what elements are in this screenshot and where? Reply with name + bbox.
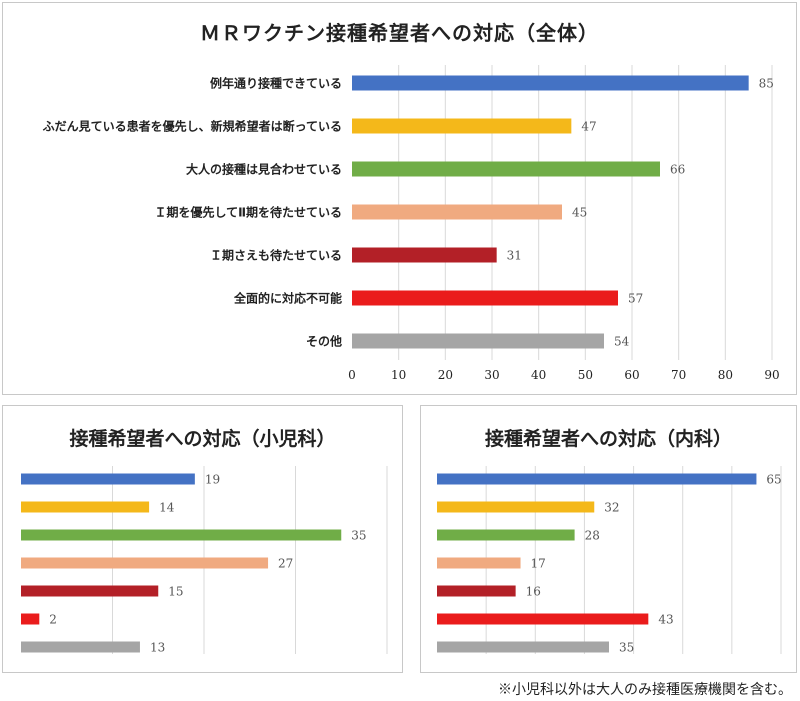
bar [21, 473, 195, 485]
category-label: 大人の接種は見合わせている [186, 162, 342, 177]
data-label: 57 [628, 292, 643, 306]
bar [437, 641, 609, 653]
bar [21, 613, 40, 625]
x-tick-label: 80 [718, 368, 733, 382]
bar [352, 333, 604, 349]
internal-medicine-chart-title: 接種希望者への対応（内科） [484, 428, 732, 450]
bar [21, 641, 140, 653]
bar [352, 204, 562, 220]
bar [352, 247, 497, 263]
x-tick-label: 10 [391, 368, 406, 382]
x-tick-label: 20 [438, 368, 453, 382]
data-label: 13 [150, 641, 165, 655]
internal-medicine-chart-panel: 接種希望者への対応（内科） 65 32 28 17 16 43 35 [420, 405, 797, 673]
footnote: ※小児科以外は大人のみ接種医療機関を含む。 [498, 682, 792, 698]
category-label: Ｉ期を優先してⅡ期を待たせている [154, 205, 342, 220]
x-tick-label: 90 [764, 368, 779, 382]
data-label: 2 [49, 613, 57, 627]
data-label: 65 [766, 473, 781, 487]
bar [21, 501, 150, 513]
data-label: 45 [572, 206, 587, 220]
data-label: 32 [604, 501, 619, 515]
category-label: ふだん見ている患者を優先し、新規希望者は断っている [43, 119, 342, 134]
pediatrics-chart-plot: 19 14 35 27 15 2 13 [21, 466, 388, 655]
internal-medicine-chart-plot: 65 32 28 17 16 43 35 [437, 466, 782, 655]
pediatrics-chart-title: 接種希望者への対応（小児科） [69, 428, 336, 450]
data-label: 35 [619, 641, 634, 655]
overall-chart-plot: 0 10 20 30 40 50 60 70 80 90 85 例年通り接種できている 47 ふだん見てい… [43, 65, 780, 382]
bar [21, 585, 159, 597]
category-label: 全面的に対応不可能 [233, 291, 342, 306]
data-label: 43 [658, 613, 673, 627]
bar [437, 529, 575, 541]
bar [437, 585, 516, 597]
data-label: 15 [168, 585, 183, 599]
data-label: 35 [351, 529, 366, 543]
x-tick-label: 60 [624, 368, 639, 382]
bar [352, 75, 749, 91]
data-label: 16 [526, 585, 541, 599]
bar [352, 161, 660, 177]
data-label: 27 [278, 557, 293, 571]
bar [352, 290, 618, 306]
data-label: 54 [614, 335, 630, 349]
bar [437, 473, 757, 485]
data-label: 28 [585, 529, 600, 543]
pediatrics-chart-panel: 接種希望者への対応（小児科） 19 14 35 27 15 2 13 [2, 405, 403, 673]
data-label: 19 [205, 473, 220, 487]
bar [21, 557, 269, 569]
data-label: 47 [581, 120, 596, 134]
data-label: 31 [507, 249, 522, 263]
category-label: 例年通り接種できている [210, 76, 342, 91]
data-label: 85 [759, 77, 774, 91]
x-tick-label: 50 [578, 368, 593, 382]
bar [21, 529, 342, 541]
category-label: Ｉ期さえも待たせている [210, 248, 342, 263]
data-label: 17 [531, 557, 546, 571]
bar [352, 118, 572, 134]
x-tick-label: 40 [531, 368, 546, 382]
overall-chart-title: ＭＲワクチン接種希望者への対応（全体） [200, 21, 599, 45]
x-tick-label: 70 [671, 368, 686, 382]
x-tick-label: 0 [348, 368, 356, 382]
data-label: 66 [670, 163, 685, 177]
bar [437, 557, 521, 569]
category-label: その他 [306, 334, 342, 349]
data-label: 14 [159, 501, 175, 515]
bar [437, 613, 649, 625]
overall-chart-panel: ＭＲワクチン接種希望者への対応（全体） 0 10 20 30 40 50 60 70 80 90 8… [2, 2, 797, 395]
x-tick-label: 30 [484, 368, 499, 382]
bar [437, 501, 595, 513]
